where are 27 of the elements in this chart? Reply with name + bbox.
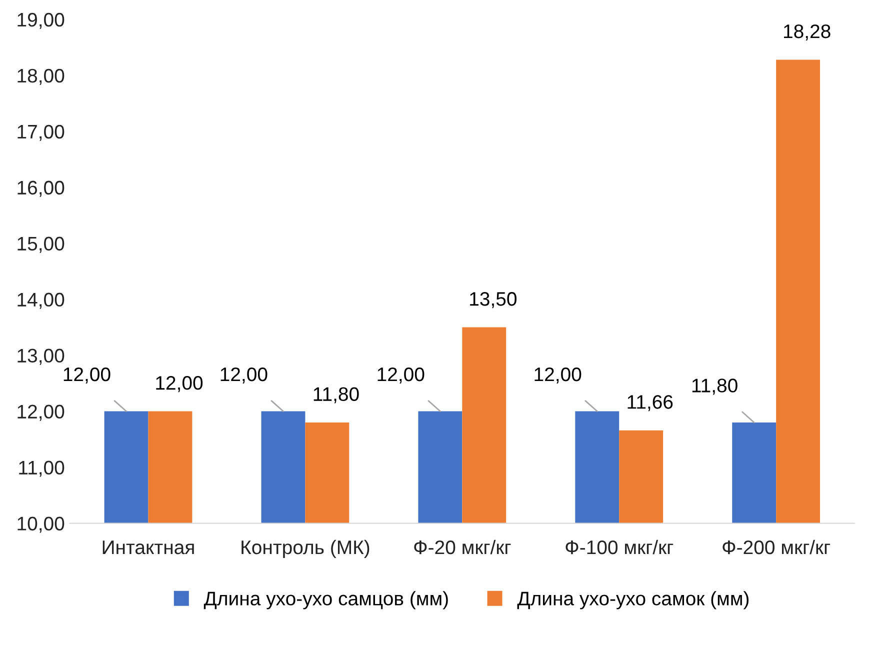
data-label: 11,66 [628,395,673,412]
y-tick-label: 11,00 [19,460,64,477]
data-label: 12,00 [64,367,110,384]
y-tick-label: 18,00 [18,68,64,85]
x-tick-label: Ф-100 мкг/кг [566,540,674,554]
x-tick-label: Ф-200 мкг/кг [722,540,830,554]
data-label: 12,00 [378,367,424,384]
legend-label: Длина ухо-ухо самцов (мм) [204,591,448,610]
y-tick-label: 10,00 [18,516,64,533]
x-tick-label: Контроль (МК) [242,540,370,558]
data-label: 11,80 [692,378,738,395]
data-label: 12,00 [220,367,268,384]
y-tick-label: 14,00 [18,292,64,309]
y-tick-label: 13,00 [18,348,64,365]
y-tick-label: 16,00 [18,180,64,197]
data-label: 18,28 [784,24,830,41]
data-label: 12,00 [534,367,582,384]
data-label: 11,80 [314,387,359,404]
y-tick-label: 17,00 [18,124,64,141]
data-label: 12,00 [156,376,203,392]
y-tick-label: 12,00 [18,404,64,421]
x-tick-label: Интактная [102,540,194,554]
y-tick-label: 15,00 [18,236,64,253]
x-tick-label: Ф-20 мкг/кг [414,540,511,554]
legend-label: Длина ухо-ухо самок (мм) [517,591,749,610]
y-tick-label: 19,00 [18,12,64,29]
data-label: 13,50 [470,292,516,308]
